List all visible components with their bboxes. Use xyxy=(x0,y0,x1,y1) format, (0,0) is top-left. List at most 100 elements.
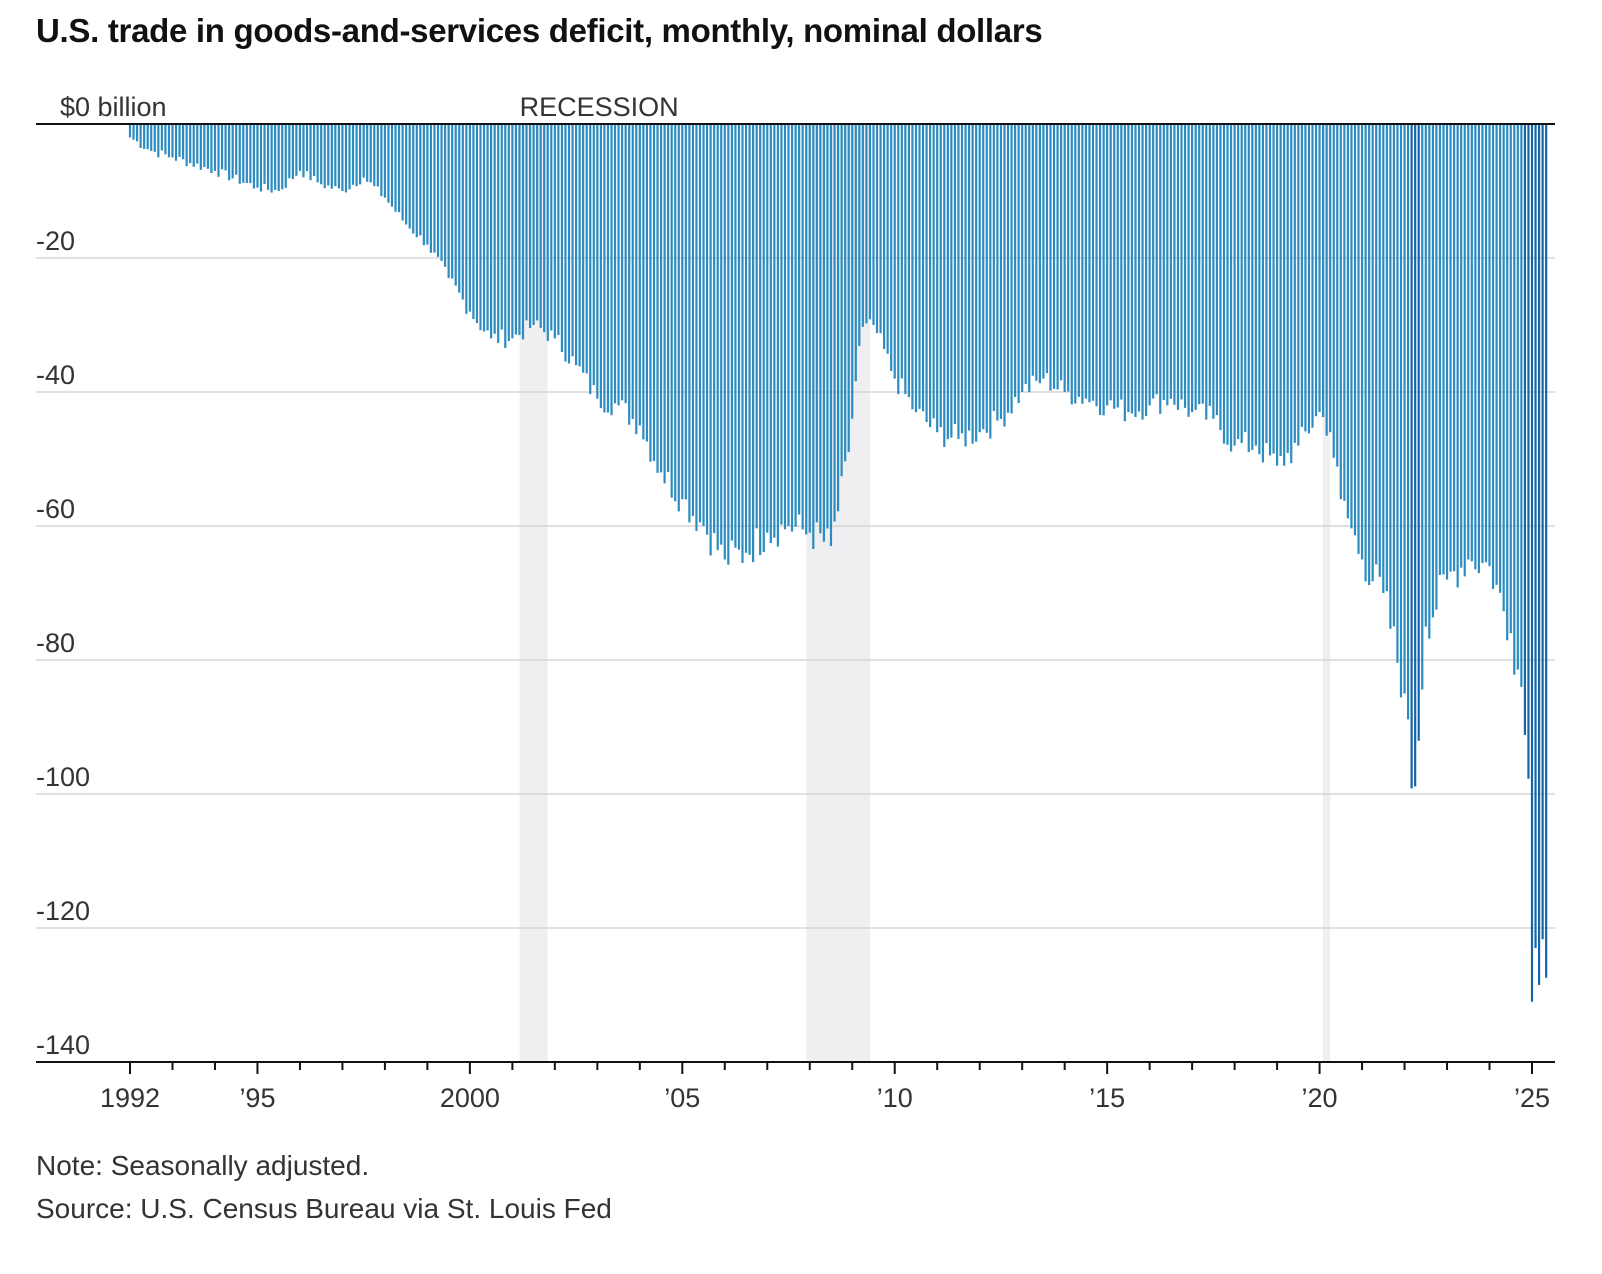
bar xyxy=(858,124,861,346)
bar xyxy=(330,124,333,189)
bar xyxy=(1421,124,1424,690)
bar xyxy=(415,124,418,238)
bar xyxy=(1014,124,1017,398)
bar xyxy=(1307,124,1311,434)
bar xyxy=(281,124,284,190)
bar xyxy=(603,124,606,413)
bar xyxy=(135,124,139,142)
bar xyxy=(390,124,394,207)
bar xyxy=(847,124,850,452)
bar xyxy=(387,124,390,203)
x-tick-label: ’95 xyxy=(239,1083,275,1113)
bar xyxy=(999,124,1003,419)
bar xyxy=(465,124,468,314)
bar xyxy=(610,124,613,416)
bar xyxy=(231,124,234,179)
bar xyxy=(578,124,581,367)
bar xyxy=(1435,124,1438,610)
bar xyxy=(1144,124,1148,416)
bar xyxy=(157,124,160,158)
axes: 1992 ’95 2000 ’05 ’10 ’15 ’20 ’25 xyxy=(36,123,1555,1113)
bar xyxy=(1534,124,1537,949)
bar xyxy=(1028,124,1031,393)
bar xyxy=(1169,124,1172,399)
bar xyxy=(291,124,294,180)
bar xyxy=(1484,124,1488,563)
bar xyxy=(1166,124,1169,406)
bar xyxy=(964,124,967,447)
bar xyxy=(1502,124,1505,612)
bar xyxy=(720,124,723,545)
bar xyxy=(1106,124,1109,406)
bar xyxy=(224,124,227,171)
bar xyxy=(900,124,903,379)
bar xyxy=(493,124,496,334)
bar xyxy=(171,124,174,158)
recession-bands xyxy=(519,124,1331,1062)
bar xyxy=(334,124,337,187)
bar xyxy=(528,124,532,329)
bar xyxy=(886,124,889,354)
bar xyxy=(907,124,910,398)
bar xyxy=(1456,124,1459,588)
bar xyxy=(730,124,733,541)
bar xyxy=(936,124,939,433)
bar xyxy=(1070,124,1073,405)
bar xyxy=(985,124,988,433)
y-tick-label: -120 xyxy=(36,896,90,926)
bar xyxy=(192,124,195,167)
x-tick-label: 1992 xyxy=(100,1083,160,1113)
bar xyxy=(263,124,266,184)
bar xyxy=(1442,124,1445,575)
bar xyxy=(1304,124,1307,432)
bar xyxy=(564,124,567,362)
bar xyxy=(1325,124,1328,436)
bar xyxy=(638,124,641,426)
bar xyxy=(677,124,680,512)
bar xyxy=(971,124,974,444)
bar xyxy=(663,124,666,484)
bar xyxy=(525,124,528,321)
bar xyxy=(504,124,507,348)
bar xyxy=(1382,124,1385,593)
bar xyxy=(1428,124,1431,639)
bar xyxy=(174,124,178,161)
bar xyxy=(295,124,298,176)
bar xyxy=(433,124,436,253)
bar xyxy=(1006,124,1010,413)
bar xyxy=(220,124,224,170)
bar xyxy=(752,124,755,563)
x-tick-label: ’05 xyxy=(664,1083,700,1113)
bar xyxy=(844,124,847,462)
bar xyxy=(1403,124,1406,694)
note-text: Note: Seasonally adjusted. xyxy=(36,1150,370,1181)
bar xyxy=(606,124,610,413)
bar xyxy=(1332,124,1335,458)
bar xyxy=(759,124,762,555)
bar xyxy=(1173,124,1176,405)
bar xyxy=(1300,124,1303,427)
bar xyxy=(698,124,702,523)
bar xyxy=(1233,124,1236,446)
bar xyxy=(1251,124,1254,450)
bar xyxy=(213,124,217,171)
bar xyxy=(574,124,578,366)
bar xyxy=(1491,124,1495,589)
bar xyxy=(1495,124,1498,585)
bar xyxy=(217,124,220,177)
bar xyxy=(429,124,433,253)
bar xyxy=(734,124,737,548)
bar xyxy=(914,124,918,413)
bar xyxy=(539,124,542,328)
bar xyxy=(521,124,525,340)
bar xyxy=(798,124,801,515)
bar xyxy=(1123,124,1126,422)
bar xyxy=(1056,124,1059,390)
bar xyxy=(826,124,829,529)
bar xyxy=(737,124,741,550)
bar xyxy=(953,124,957,424)
bar xyxy=(890,124,893,371)
bar xyxy=(1283,124,1286,466)
bar xyxy=(776,124,779,547)
bar xyxy=(943,124,946,447)
